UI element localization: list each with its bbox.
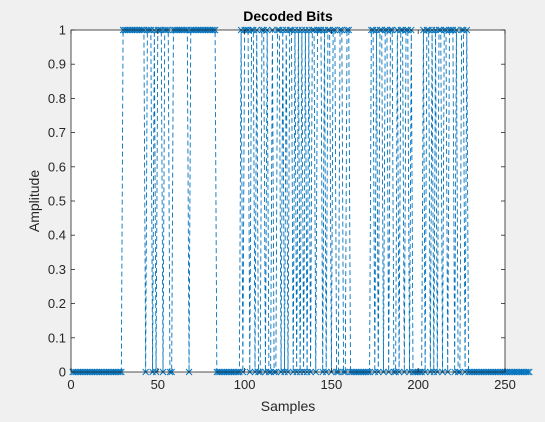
y-tick-label: 0.5 (48, 194, 66, 209)
x-axis-ticks: 0 50 100 150 200 250 (67, 30, 516, 392)
x-tick-label: 150 (321, 377, 343, 392)
y-tick-label: 0.9 (48, 57, 66, 72)
x-axis-label: Samples (261, 398, 315, 414)
y-tick-label: 0.1 (48, 330, 66, 345)
y-tick-label: 0.3 (48, 262, 66, 277)
data-point-marker (525, 368, 533, 376)
x-tick-label: 100 (234, 377, 256, 392)
x-tick-label: 50 (151, 377, 165, 392)
y-tick-label: 0.8 (48, 91, 66, 106)
y-axis-ticks: 0 0.1 0.2 0.3 0.4 0.5 0.6 0.7 0.8 0.9 1 (48, 23, 505, 380)
y-tick-label: 1 (59, 23, 66, 38)
x-tick-label: 0 (67, 377, 74, 392)
y-tick-label: 0 (59, 365, 66, 380)
y-tick-label: 0.7 (48, 125, 66, 140)
y-tick-label: 0.6 (48, 159, 66, 174)
data-point-marker (524, 368, 531, 376)
y-tick-label: 0.2 (48, 296, 66, 311)
y-axis-label: Amplitude (26, 170, 42, 232)
x-tick-label: 250 (494, 377, 516, 392)
y-tick-label: 0.4 (48, 228, 66, 243)
chart-title: Decoded Bits (243, 8, 333, 24)
x-tick-label: 200 (407, 377, 429, 392)
